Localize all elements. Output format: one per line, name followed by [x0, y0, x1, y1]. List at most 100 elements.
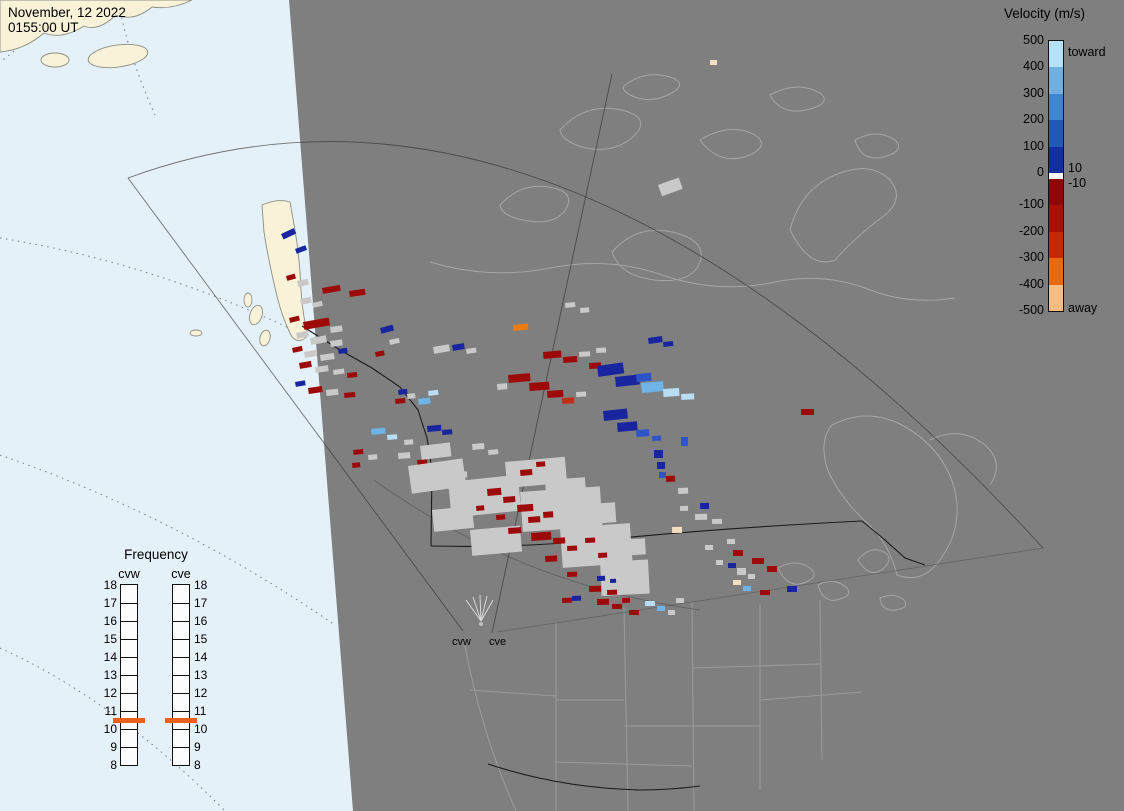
echo-cell: [727, 539, 735, 544]
echo-cell: [299, 296, 313, 305]
echo-cell: [303, 317, 330, 330]
echo-cell: [640, 381, 664, 393]
echo-cell: [700, 502, 710, 509]
radar-echo-cells: [281, 60, 814, 615]
echo-cell: [602, 408, 628, 421]
ladder-rung: [121, 747, 137, 748]
velocity-tick: 300: [1023, 85, 1044, 100]
echo-cell: [716, 560, 723, 565]
velocity-tick: 500: [1023, 33, 1044, 47]
frequency-tick: 13: [103, 668, 117, 682]
echo-cell: [297, 278, 310, 287]
echo-cell: [579, 351, 591, 357]
frequency-legend-title: Frequency: [124, 547, 188, 562]
echo-cell: [325, 388, 339, 396]
echo-cell: [536, 461, 546, 467]
echo-cell: [629, 610, 639, 615]
echo-cell: [517, 503, 534, 512]
echo-cell: [529, 381, 550, 391]
echo-cell: [487, 487, 502, 496]
echo-cell: [787, 586, 797, 592]
echo-cell: [560, 523, 633, 568]
echo-cell: [607, 589, 618, 595]
echo-cell: [600, 559, 650, 596]
echo-cell: [289, 315, 300, 323]
colorbar-segment: [1049, 93, 1063, 121]
echo-cell: [567, 545, 578, 551]
echo-cell: [497, 383, 508, 390]
frequency-tick: 9: [110, 740, 117, 754]
echo-cell: [295, 380, 306, 387]
echo-cell: [677, 487, 689, 494]
echo-cell: [420, 442, 452, 460]
ladder-rung: [173, 729, 189, 730]
echo-cell: [651, 435, 662, 441]
velocity-tick: 200: [1023, 112, 1044, 127]
echo-cell: [404, 439, 414, 445]
echo-cell: [760, 590, 770, 595]
echo-cell: [575, 502, 617, 525]
echo-cell: [503, 495, 516, 503]
echo-cell: [322, 284, 341, 294]
echo-cell: [597, 598, 610, 605]
echo-cell: [681, 437, 688, 446]
date-block: November, 12 2022 0155:00 UT: [8, 5, 126, 35]
ladder-rung: [121, 639, 137, 640]
frequency-tick: 14: [194, 650, 208, 664]
echo-cell: [387, 434, 398, 440]
ladder-rung: [121, 675, 137, 676]
frequency-tick: 14: [103, 650, 117, 664]
echo-cell: [580, 307, 590, 313]
echo-cell: [657, 606, 665, 611]
echo-cell: [380, 324, 395, 334]
frequency-tick: 8: [194, 758, 201, 772]
echo-cell: [748, 574, 755, 579]
echo-cell: [562, 597, 573, 603]
toward-label: toward: [1068, 45, 1106, 59]
echo-cell: [728, 563, 736, 568]
frequency-tick: 10: [103, 722, 117, 736]
frequency-tick: 17: [194, 596, 208, 610]
echo-cell: [710, 60, 717, 65]
echo-cell: [645, 601, 655, 606]
colorbar-segment: [1049, 41, 1063, 68]
radar-site-marker: [479, 622, 483, 626]
echo-cell: [668, 610, 675, 615]
echo-cell: [433, 344, 450, 354]
ladder-rung: [173, 711, 189, 712]
echo-cell: [659, 472, 666, 478]
echo-cell: [733, 580, 741, 585]
echo-cell: [281, 228, 297, 240]
echo-cell: [513, 323, 529, 331]
frequency-tick: 8: [110, 758, 117, 772]
echo-cell: [597, 362, 625, 377]
frequency-tick: 12: [194, 686, 208, 700]
echo-cell: [344, 391, 356, 398]
echo-cell: [711, 518, 723, 524]
echo-cell: [743, 586, 751, 591]
ladder-rung: [121, 729, 137, 730]
echo-cell: [544, 555, 558, 562]
echo-cell: [508, 373, 531, 383]
frequency-tick: 18: [103, 578, 117, 592]
frequency-tick: 16: [194, 614, 208, 628]
colorbar-segment: [1049, 172, 1063, 179]
echo-cell: [662, 387, 680, 397]
echo-cell: [658, 177, 683, 197]
velocity-tick: -300: [1018, 250, 1044, 265]
echo-cell: [705, 545, 713, 550]
frequency-tick: 15: [194, 632, 208, 646]
velocity-tick: -200: [1018, 223, 1044, 238]
echo-cell: [733, 550, 743, 556]
echo-cell: [310, 335, 327, 345]
state-borders: [463, 599, 863, 811]
echo-cell: [801, 409, 814, 415]
echo-cell: [520, 468, 533, 476]
echo-cell: [617, 421, 638, 432]
echo-cell: [615, 538, 646, 556]
echo-cell: [418, 397, 431, 405]
echo-cell: [398, 452, 411, 459]
echo-cell: [442, 429, 453, 435]
